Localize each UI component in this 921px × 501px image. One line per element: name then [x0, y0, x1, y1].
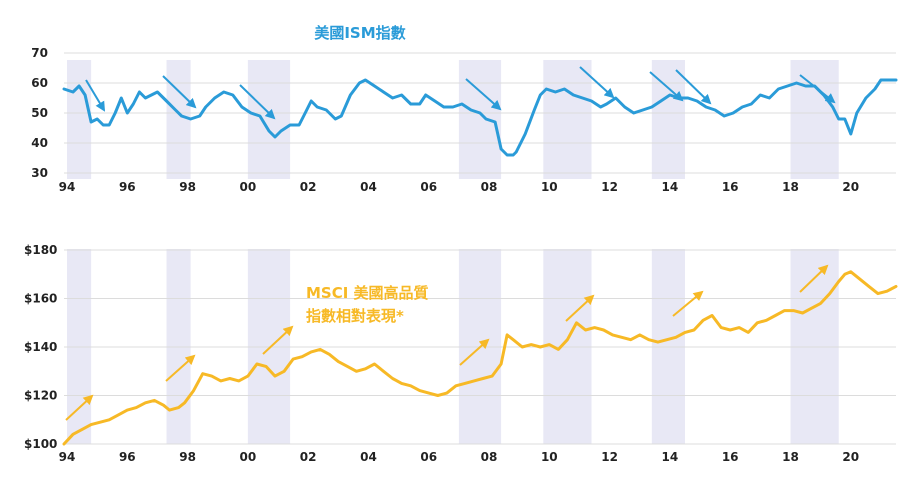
- top-x-tick-label-13: 20: [842, 180, 859, 194]
- top-shaded-period-5: [651, 60, 685, 179]
- bottom-x-tick-label-5: 04: [360, 450, 377, 464]
- top-x-tick-label-3: 00: [240, 180, 257, 194]
- bottom-x-tick-label-10: 14: [662, 450, 679, 464]
- top-x-tick-label-10: 14: [662, 180, 679, 194]
- bottom-x-tick-label-4: 02: [300, 450, 317, 464]
- bottom-trend-arrow-4: [565, 294, 595, 322]
- top-shaded-period-4: [543, 60, 592, 179]
- bottom-x-tick-label-12: 18: [782, 450, 799, 464]
- top-trend-arrow-6: [675, 69, 712, 105]
- bottom-x-axis: 94 96 98 00 02 04 06 08 10 12 14 16 18 20: [59, 450, 859, 464]
- bottom-x-tick-label-1: 96: [119, 450, 136, 464]
- bottom-x-tick-label-2: 98: [179, 450, 196, 464]
- bottom-y-tick-label-1: $120: [24, 389, 57, 403]
- bottom-trend-arrow-6: [799, 264, 829, 293]
- top-x-tick-label-6: 06: [420, 180, 437, 194]
- bottom-trend-arrow-0: [65, 394, 94, 421]
- top-x-tick-label-12: 18: [782, 180, 799, 194]
- bottom-trend-arrow-3: [459, 338, 490, 366]
- top-shaded-period-2: [247, 60, 291, 179]
- top-x-tick-label-2: 98: [179, 180, 196, 194]
- bottom-x-tick-label-8: 10: [541, 450, 558, 464]
- top-shaded-period-0: [67, 60, 92, 179]
- top-series-line-0: [62, 78, 898, 157]
- top-x-tick-label-0: 94: [59, 180, 76, 194]
- top-trend-arrow-0: [85, 79, 106, 112]
- bottom-x-tick-label-7: 08: [481, 450, 498, 464]
- bottom-y-tick-label-0: $100: [24, 437, 57, 451]
- top-x-tick-label-5: 04: [360, 180, 377, 194]
- bottom-trend-arrow-2: [262, 325, 294, 355]
- bottom-x-tick-label-11: 16: [722, 450, 739, 464]
- top-shaded-period-1: [166, 60, 191, 179]
- top-y-tick-label-2: 50: [31, 106, 48, 120]
- bottom-y-tick-label-3: $160: [24, 292, 57, 306]
- top-shaded-period-3: [458, 60, 502, 179]
- bottom-x-tick-label-9: 12: [601, 450, 618, 464]
- bottom-x-tick-label-3: 00: [240, 450, 257, 464]
- top-trend-arrow-2: [239, 84, 276, 120]
- top-y-tick-label-4: 70: [31, 46, 48, 60]
- top-trend-arrow-7: [799, 74, 836, 104]
- top-shaded-periods: [67, 60, 839, 179]
- bottom-series-line-0: [62, 270, 898, 446]
- top-y-tick-label-0: 30: [31, 166, 48, 180]
- bottom-trend-arrow-1: [165, 354, 196, 382]
- bottom-y-axis: $100 $120 $140 $160 $180: [24, 243, 57, 451]
- top-arrows: [85, 66, 836, 120]
- bottom-trend-arrow-5: [672, 290, 704, 317]
- top-x-tick-label-7: 08: [481, 180, 498, 194]
- top-x-tick-label-8: 10: [541, 180, 558, 194]
- bottom-y-tick-label-4: $180: [24, 243, 57, 257]
- top-y-tick-label-1: 40: [31, 136, 48, 150]
- top-x-tick-label-1: 96: [119, 180, 136, 194]
- top-trend-arrow-4: [579, 66, 615, 99]
- bottom-series-layer: [62, 270, 898, 446]
- top-x-tick-label-4: 02: [300, 180, 317, 194]
- top-x-axis: 94 96 98 00 02 04 06 08 10 12 14 16 18 20: [59, 180, 859, 194]
- top-trend-arrow-1: [162, 75, 197, 109]
- bottom-chart-title-line2: 指數相對表現*: [306, 307, 404, 325]
- top-trend-arrow-3: [465, 78, 502, 111]
- bottom-x-tick-label-13: 20: [842, 450, 859, 464]
- top-x-tick-label-11: 16: [722, 180, 739, 194]
- bottom-arrows: [65, 264, 829, 421]
- top-x-tick-label-9: 12: [601, 180, 618, 194]
- bottom-gridlines: [64, 249, 896, 445]
- top-series-layer: [62, 78, 898, 157]
- top-y-tick-label-3: 60: [31, 76, 48, 90]
- top-y-axis: 30 40 50 60 70: [31, 46, 48, 180]
- bottom-y-tick-label-2: $140: [24, 340, 57, 354]
- bottom-x-tick-label-6: 06: [420, 450, 437, 464]
- bottom-chart-title-line1: MSCI 美國高品質: [306, 284, 429, 302]
- top-shaded-period-6: [790, 60, 839, 179]
- top-chart-title: 美國ISM指數: [314, 24, 405, 42]
- bottom-x-tick-label-0: 94: [59, 450, 76, 464]
- top-trend-arrow-5: [649, 71, 684, 102]
